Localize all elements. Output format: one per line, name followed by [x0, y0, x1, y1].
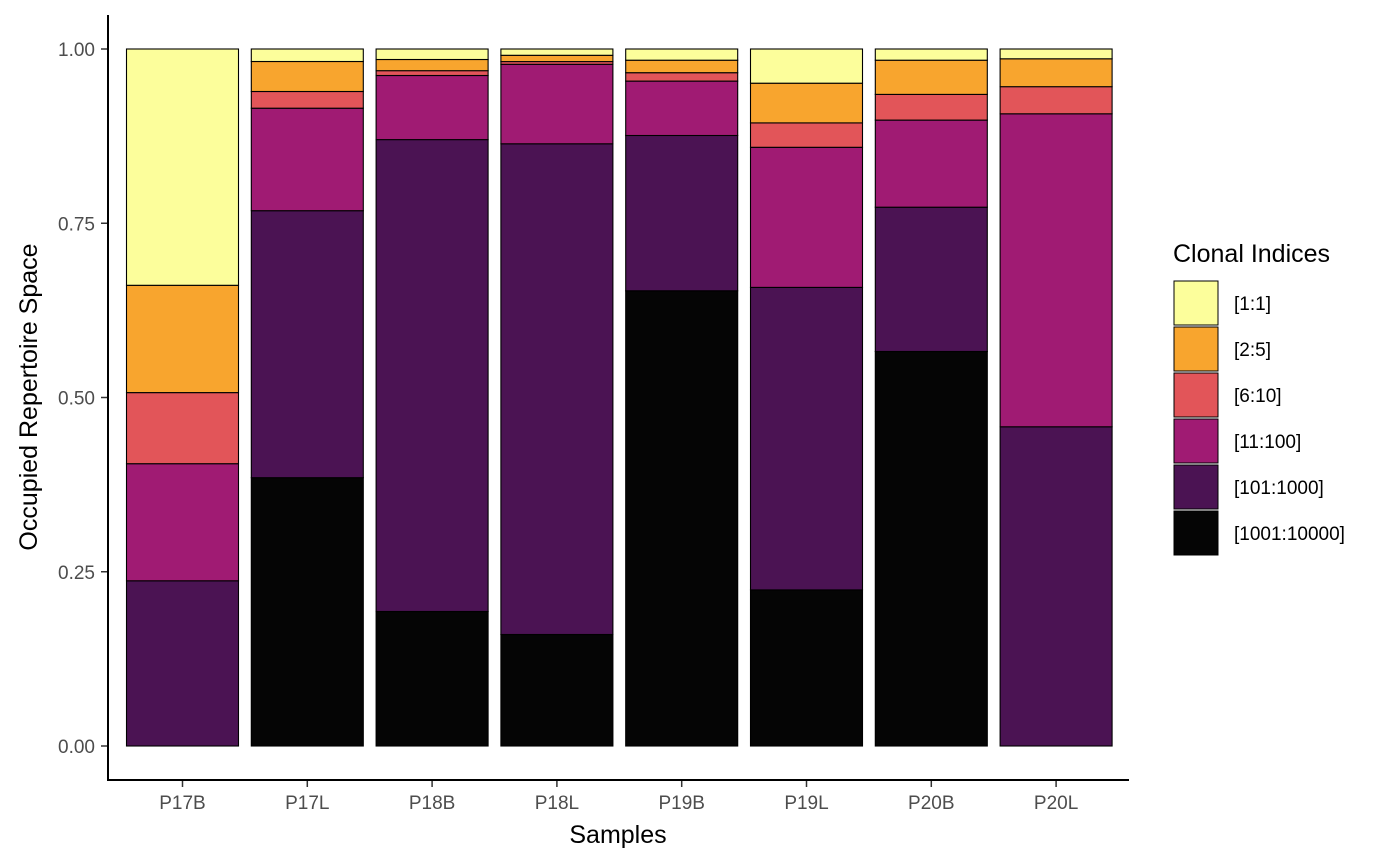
x-tick-label-p17b: P17B: [159, 793, 205, 814]
bar-segment-p18b-3: [375, 70, 489, 77]
bar-segment-p19l-2: [749, 146, 864, 288]
bar-segment-p17l-2: [250, 107, 364, 212]
bar-segment-p19b-2: [625, 80, 739, 137]
bar-segment-p19l-0: [749, 589, 864, 747]
bar-segment-p20l-4: [999, 58, 1113, 88]
y-ticks-layer: 0.00 0.25 0.50 0.75 1.00: [58, 40, 107, 758]
legend: Clonal Indices [1:1][2:5][6:10][11:100][…: [1173, 240, 1345, 556]
x-tick-label-p17l: P17L: [285, 793, 329, 814]
x-tick-label-p18b: P18B: [409, 793, 455, 814]
bar-segment-p20b-0: [874, 350, 988, 747]
y-tick-label: 1.00: [58, 40, 95, 61]
legend-key-0: [1173, 280, 1219, 326]
bar-segment-p18l-2: [500, 63, 614, 145]
y-tick-label: 0.75: [58, 214, 95, 235]
legend-label-3: [11:100]: [1234, 432, 1301, 453]
bar-segment-p18l-0: [500, 633, 614, 747]
x-tick-label-p20l: P20L: [1034, 793, 1078, 814]
bar-segment-p17l-5: [250, 48, 364, 63]
bar-segment-p19b-1: [625, 134, 739, 292]
bar-segment-p19b-0: [625, 290, 739, 747]
bar-segment-p17l-4: [250, 60, 364, 93]
bar-segment-p20b-5: [874, 48, 988, 61]
bar-segment-p20l-5: [999, 48, 1113, 60]
bar-segment-p20b-2: [874, 119, 988, 208]
bar-segment-p17b-5: [125, 48, 240, 286]
legend-label-5: [1001:10000]: [1234, 524, 1345, 545]
bar-segment-p20b-3: [874, 93, 988, 121]
bar-segment-p19l-3: [749, 122, 864, 148]
x-axis-title: Samples: [569, 821, 666, 849]
bar-segment-p18b-1: [375, 139, 489, 613]
axes-layer: [107, 15, 1129, 781]
bar-segment-p18b-5: [375, 48, 489, 61]
bar-segment-p19b-5: [625, 48, 739, 61]
bar-segment-p17l-1: [250, 210, 364, 479]
bar-segment-p17b-3: [125, 392, 240, 465]
bar-segment-p19l-5: [749, 48, 864, 84]
bars-layer: [125, 48, 1113, 747]
bar-segment-p19l-1: [749, 286, 864, 591]
bar-segment-p17l-0: [250, 477, 364, 747]
legend-label-1: [2:5]: [1234, 340, 1271, 361]
bar-segment-p17b-2: [125, 463, 240, 582]
y-tick-label: 0.50: [58, 389, 95, 410]
bar-segment-p18l-5: [500, 48, 614, 56]
bar-segment-p17b-1: [125, 580, 240, 747]
legend-label-0: [1:1]: [1234, 294, 1271, 315]
bar-segment-p19b-4: [625, 59, 739, 74]
x-tick-label-p20b: P20B: [908, 793, 954, 814]
bar-segment-p20l-1: [999, 426, 1113, 747]
bar-segment-p17l-3: [250, 90, 364, 109]
bar-segment-p18b-0: [375, 610, 489, 747]
bar-segment-p20b-1: [874, 206, 988, 353]
bar-segment-p19l-4: [749, 82, 864, 124]
legend-key-1: [1173, 326, 1219, 372]
legend-label-4: [101:1000]: [1234, 478, 1324, 499]
legend-title: Clonal Indices: [1173, 240, 1330, 268]
bar-segment-p18b-4: [375, 58, 489, 72]
y-axis-title: Occupied Repertoire Space: [15, 243, 43, 550]
bar-segment-p18l-4: [500, 54, 614, 63]
x-tick-label-p19b: P19B: [658, 793, 704, 814]
y-tick-label: 0.00: [58, 737, 95, 758]
legend-key-3: [1173, 418, 1219, 464]
legend-label-2: [6:10]: [1234, 386, 1282, 407]
legend-key-2: [1173, 372, 1219, 418]
bar-segment-p19b-3: [625, 72, 739, 82]
bar-segment-p17b-4: [125, 284, 240, 394]
y-tick-label: 0.25: [58, 563, 95, 584]
bar-segment-p20l-2: [999, 113, 1113, 428]
x-tick-label-p18l: P18L: [535, 793, 579, 814]
bar-segment-p20b-4: [874, 59, 988, 95]
x-tick-label-p19l: P19L: [784, 793, 828, 814]
legend-key-5: [1173, 510, 1219, 556]
legend-items: [1:1] [2:5] [6:10] [11:100] [101:1000] [1001:…: [1173, 280, 1345, 556]
bar-segment-p18b-2: [375, 74, 489, 141]
legend-key-4: [1173, 464, 1219, 510]
bar-segment-p20l-3: [999, 86, 1113, 115]
x-ticks-layer: P17B P17L P18B P18L P19B P19L P20B P20L: [159, 781, 1078, 814]
bar-segment-p18l-1: [500, 143, 614, 636]
